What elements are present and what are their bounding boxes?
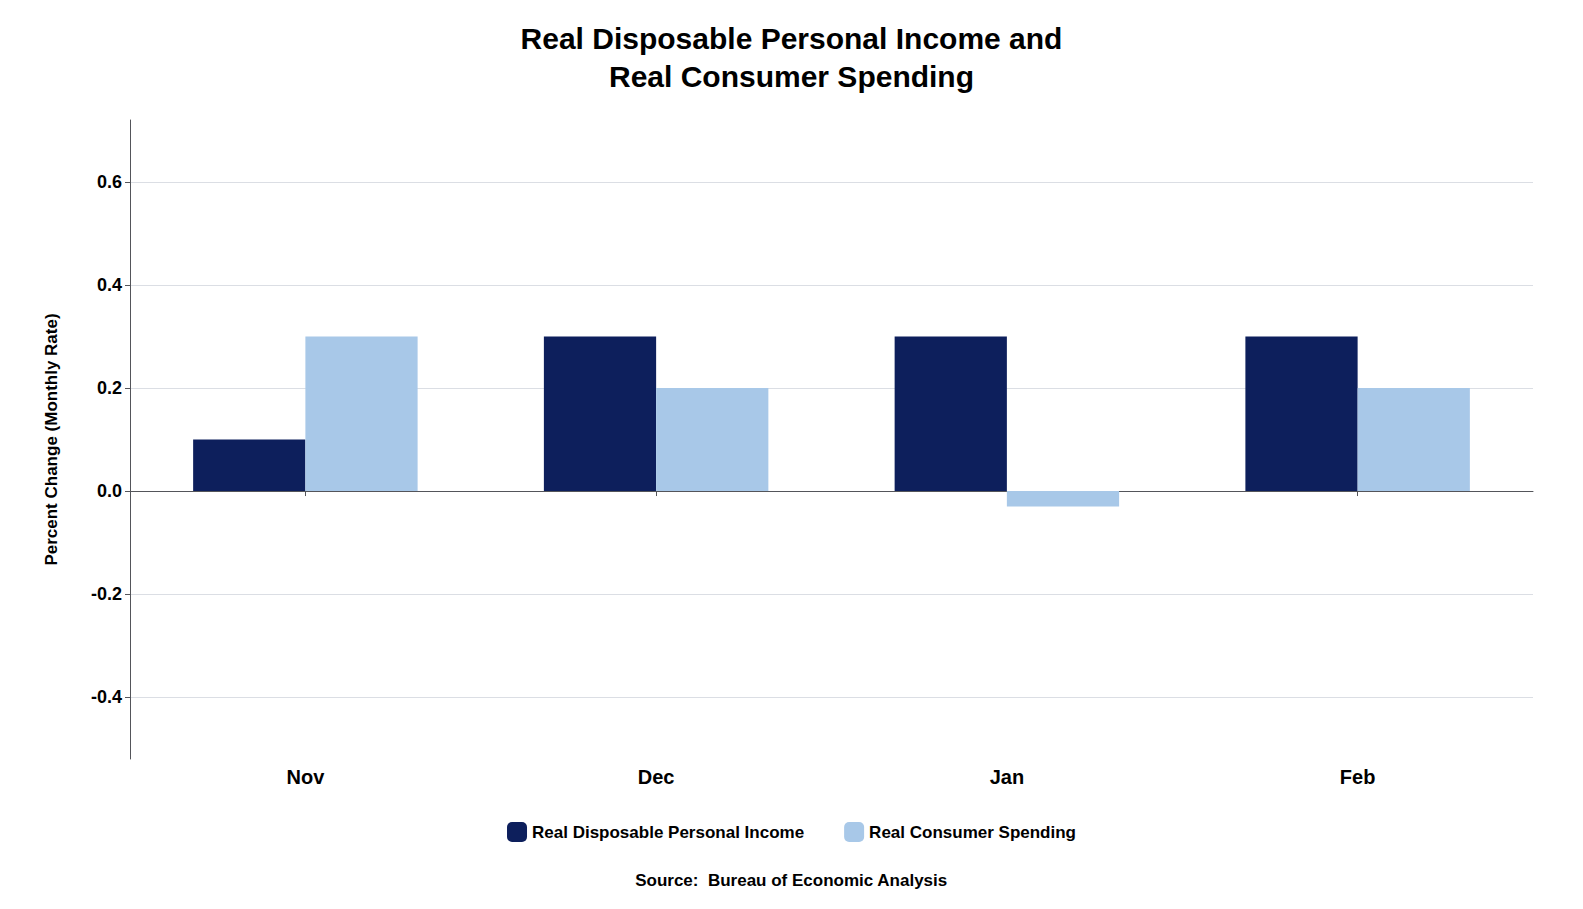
svg-text:Dec: Dec <box>638 766 675 788</box>
svg-text:Jan: Jan <box>990 766 1024 788</box>
svg-text:0.6: 0.6 <box>97 172 122 192</box>
svg-text:Nov: Nov <box>286 766 325 788</box>
svg-text:Real Consumer Spending: Real Consumer Spending <box>609 60 974 93</box>
svg-text:Real Consumer Spending: Real Consumer Spending <box>869 823 1076 842</box>
svg-text:-0.2: -0.2 <box>91 584 122 604</box>
svg-text:0.2: 0.2 <box>97 378 122 398</box>
svg-text:Real Disposable Personal Incom: Real Disposable Personal Income <box>532 823 804 842</box>
svg-text:Source: Bureau of Economic An: Source: Bureau of Economic Analysis <box>635 871 947 890</box>
svg-text:0.4: 0.4 <box>97 275 122 295</box>
svg-text:Feb: Feb <box>1340 766 1376 788</box>
svg-text:Percent Change (Monthly Rate): Percent Change (Monthly Rate) <box>42 313 61 565</box>
svg-text:Real Disposable Personal Incom: Real Disposable Personal Income and <box>521 22 1063 55</box>
svg-text:0.0: 0.0 <box>97 481 122 501</box>
svg-text:-0.4: -0.4 <box>91 687 122 707</box>
